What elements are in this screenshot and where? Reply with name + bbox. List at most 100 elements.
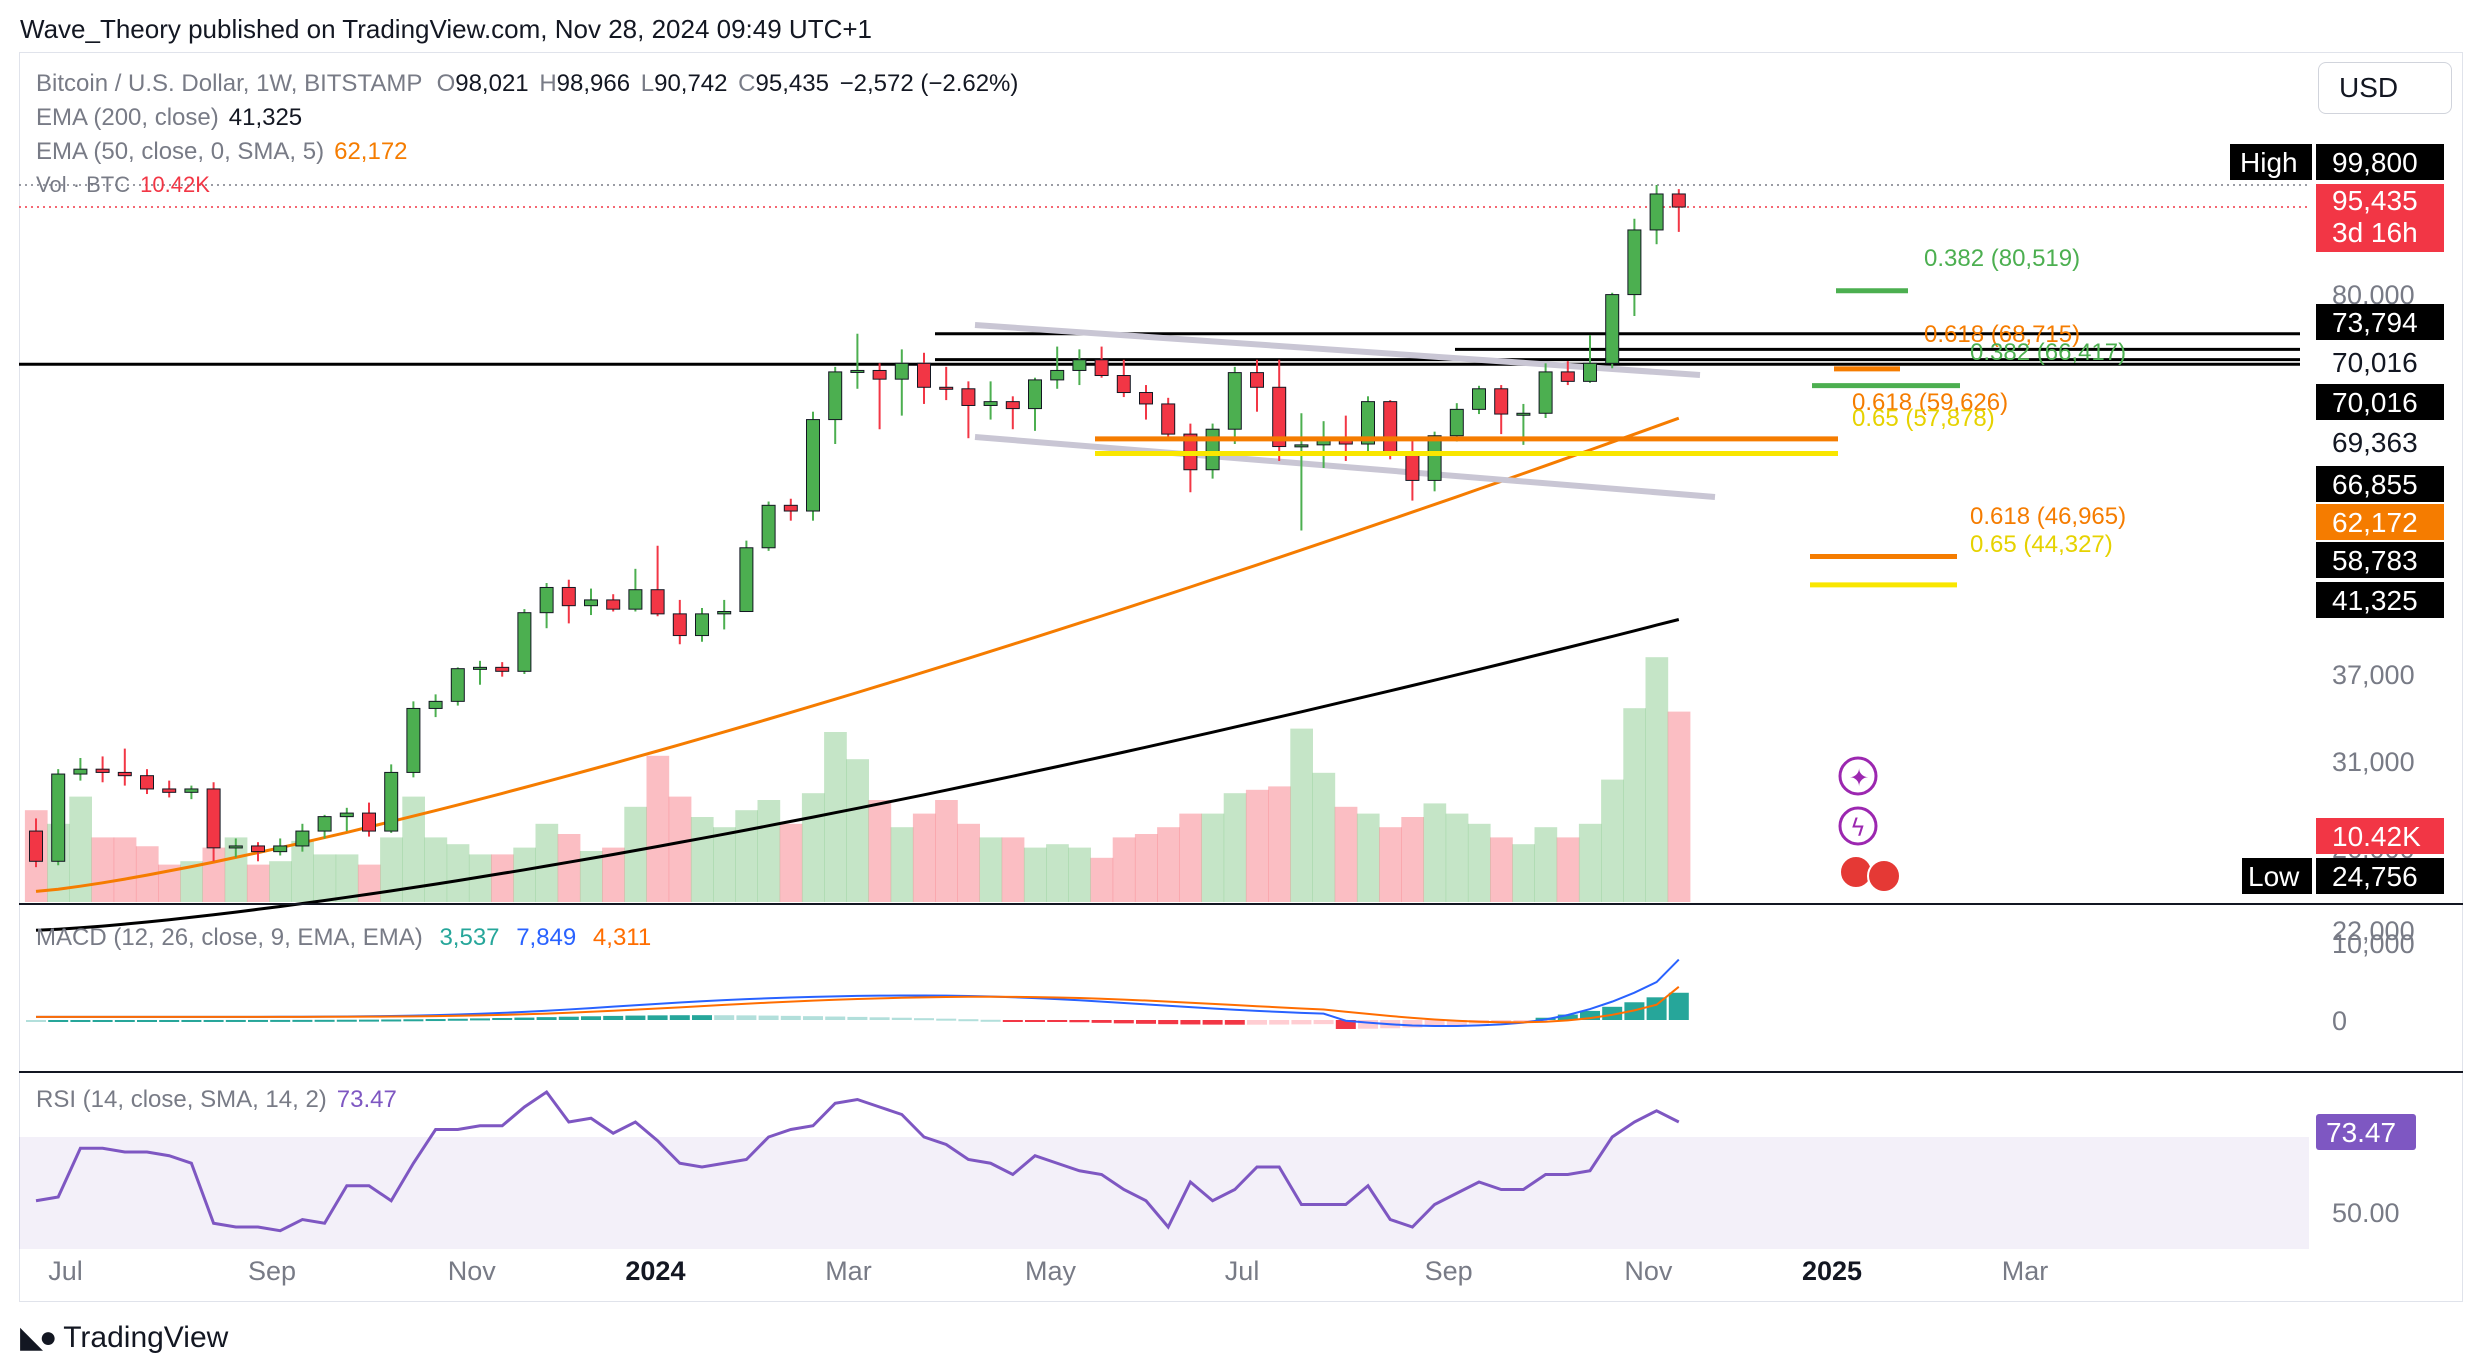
- tradingview-logo[interactable]: ◣● TradingView: [20, 1320, 228, 1355]
- volume-bar: [269, 861, 292, 902]
- volume-bar: [602, 847, 625, 902]
- macd-histogram-bar: [780, 1015, 801, 1020]
- macd-histogram-bar: [1491, 1020, 1512, 1023]
- ohlc-low: 90,742: [654, 70, 728, 97]
- level-tag-58783: 58,783: [2316, 542, 2444, 578]
- candle-body: [206, 788, 221, 849]
- ema50-value: 62,172: [334, 138, 408, 165]
- volume-bar: [1423, 803, 1447, 902]
- time-axis-label: Jul: [1225, 1256, 1260, 1286]
- candle-body: [872, 369, 887, 380]
- volume-bar: [735, 810, 758, 902]
- svg-text:58,783: 58,783: [2332, 545, 2418, 576]
- candle-body: [1449, 408, 1464, 437]
- volume-bar: [1578, 823, 1602, 902]
- price-axis-tick: 31,000: [2332, 747, 2415, 777]
- volume-bar: [1401, 817, 1424, 902]
- macd-histogram-bar: [669, 1015, 690, 1020]
- time-axis-label: Nov: [448, 1256, 497, 1286]
- volume-bar: [535, 823, 559, 902]
- macd-histogram-bar: [758, 1015, 779, 1020]
- candle-body: [1272, 386, 1287, 448]
- volume-bar: [1268, 786, 1291, 902]
- candle-body: [561, 586, 576, 607]
- macd-axis-tick: 10,000: [2332, 929, 2415, 959]
- low-tag-value: 24,756: [2332, 861, 2418, 892]
- macd-histogram-bar: [869, 1017, 890, 1020]
- volume-bar: [824, 732, 847, 902]
- volume-bar: [713, 827, 736, 902]
- macd-histogram-bar: [248, 1019, 268, 1022]
- candle-body: [1560, 371, 1575, 382]
- event-markers[interactable]: ✦ ϟ: [1838, 756, 1901, 893]
- candle-body: [695, 613, 709, 637]
- macd-histogram-bar: [1291, 1020, 1312, 1025]
- macd-histogram-bar: [714, 1015, 735, 1020]
- volume-bar: [113, 837, 137, 902]
- macd-histogram-bar: [225, 1019, 246, 1022]
- candle-body: [739, 547, 754, 613]
- candle-body: [539, 586, 554, 614]
- candle-body: [73, 768, 88, 775]
- volume-bar: [1445, 813, 1469, 902]
- macd-histogram-bar: [270, 1019, 291, 1022]
- fib-levels: [1095, 288, 1960, 588]
- macd-histogram-bar: [536, 1017, 557, 1020]
- candle-body: [1361, 401, 1375, 445]
- macd-histogram-bar: [314, 1019, 335, 1022]
- ema50-tag: 62,172: [2316, 504, 2444, 540]
- candle-body: [672, 613, 687, 637]
- macd-histogram-bar: [1113, 1020, 1134, 1024]
- macd-histogram-bar: [1402, 1020, 1423, 1028]
- candle-body: [1028, 379, 1042, 410]
- ema50-legend: EMA (50, close, 0, SMA, 5) 62,172: [36, 138, 408, 165]
- time-axis-label: Sep: [248, 1256, 296, 1286]
- rsi-band: [19, 1137, 2309, 1249]
- candle-body: [917, 362, 931, 388]
- macd-axis-tick: 0: [2332, 1006, 2347, 1036]
- price-axis-tick: 22,000: [2332, 916, 2415, 946]
- macd-histogram-bar: [1224, 1020, 1245, 1025]
- candle-body: [384, 771, 399, 832]
- candle-body: [339, 812, 354, 818]
- candle-body: [228, 845, 243, 849]
- volume-legend: Vol · BTC 10.42K: [36, 172, 210, 197]
- low-tag: Low 24,756: [2242, 858, 2444, 894]
- macd-histogram-bar: [803, 1016, 823, 1020]
- macd-histogram-bar: [1025, 1020, 1045, 1022]
- time-axis-label: Nov: [1624, 1256, 1673, 1286]
- candle-body: [1005, 401, 1020, 410]
- svg-text:ϟ: ϟ: [1850, 814, 1866, 842]
- macd-histogram-bar: [514, 1017, 535, 1020]
- candle-body: [1139, 392, 1153, 405]
- volume-bar: [957, 823, 980, 902]
- candle-body: [1472, 388, 1486, 410]
- macd-histogram-bar: [1358, 1020, 1378, 1029]
- volume-bar: [180, 861, 203, 902]
- candle-body: [1205, 428, 1220, 471]
- candle-body: [1094, 359, 1109, 377]
- macd-histogram-bar: [48, 1019, 69, 1022]
- volume-bar: [1112, 837, 1136, 902]
- level-tag-70016: 70,016: [2316, 384, 2444, 420]
- svg-text:✦: ✦: [1849, 764, 1869, 792]
- lightning-event-icon: [1838, 806, 1878, 846]
- candle-body: [584, 599, 598, 607]
- volume-bar: [1334, 806, 1358, 902]
- macd-histogram-bar: [1158, 1020, 1179, 1025]
- time-axis-label: Sep: [1425, 1256, 1473, 1286]
- time-axis-label: Mar: [2002, 1256, 2049, 1286]
- volume-bar: [557, 834, 581, 902]
- volume-bar: [1023, 847, 1047, 902]
- macd-histogram-bar: [159, 1019, 180, 1022]
- volume-bar: [1046, 844, 1069, 902]
- currency-button[interactable]: USD: [2318, 62, 2452, 114]
- macd-histogram-bar: [736, 1015, 757, 1020]
- macd-histogram-bar: [692, 1015, 712, 1020]
- volume-bar: [868, 800, 892, 902]
- bar-countdown: 3d 16h: [2332, 217, 2418, 248]
- macd-histogram-bar: [1269, 1020, 1290, 1025]
- candle-body: [1538, 371, 1553, 414]
- macd-histogram-bar: [581, 1016, 601, 1020]
